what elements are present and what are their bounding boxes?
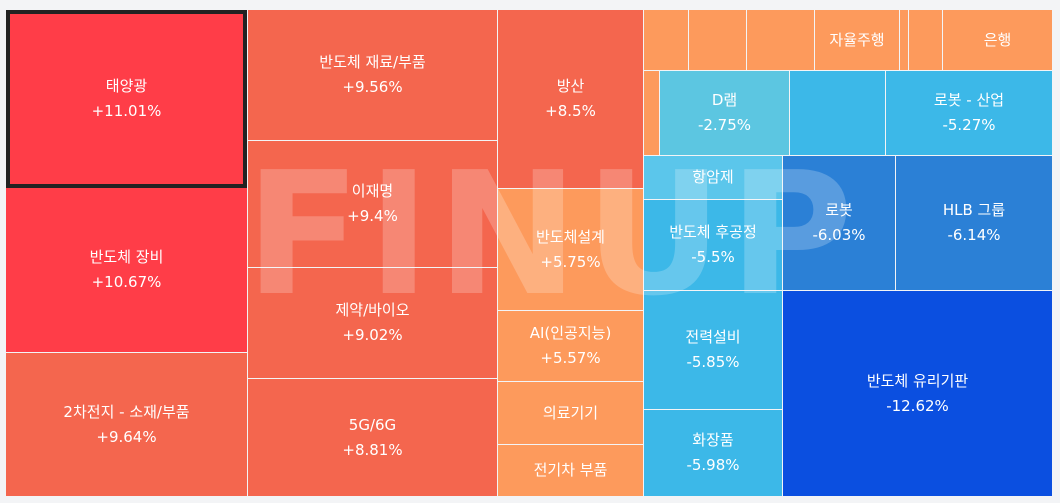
treemap-tile[interactable]: 이재명 +9.4% bbox=[248, 141, 497, 267]
tile-change: -6.03% bbox=[812, 226, 866, 244]
treemap-tile[interactable] bbox=[644, 10, 688, 70]
tile-change: +5.57% bbox=[540, 349, 601, 367]
tile-name: 의료기기 bbox=[542, 403, 599, 422]
treemap-tile[interactable]: 자율주행 bbox=[815, 10, 899, 70]
treemap-tile[interactable]: 로봇 -6.03% bbox=[783, 156, 895, 290]
tile-name: 태양광 bbox=[105, 77, 148, 95]
tile-name: 로봇 - 산업 bbox=[933, 91, 1005, 109]
tile-name: D램 bbox=[711, 91, 738, 109]
treemap-tile[interactable]: 태양광 +11.01% bbox=[6, 10, 247, 188]
tile-name: 이재명 bbox=[351, 182, 394, 200]
treemap-tile[interactable] bbox=[900, 10, 908, 70]
treemap-tile[interactable]: 방산 +8.5% bbox=[498, 10, 643, 188]
tile-name: 제약/바이오 bbox=[335, 301, 410, 319]
tile-name: AI(인공지능) bbox=[529, 324, 612, 342]
treemap-tile[interactable] bbox=[909, 10, 942, 70]
tile-name: 반도체 후공정 bbox=[669, 223, 757, 241]
tile-change: -5.27% bbox=[942, 116, 996, 134]
treemap-tile[interactable] bbox=[747, 10, 814, 70]
tile-name: 항암제 bbox=[692, 168, 734, 186]
treemap-tile[interactable]: 로봇 - 산업 -5.27% bbox=[886, 71, 1052, 155]
treemap-tile[interactable]: AI(인공지능) +5.57% bbox=[498, 311, 643, 381]
treemap-tile[interactable]: 의료기기 bbox=[498, 382, 643, 444]
tile-name: 화장품 bbox=[692, 431, 734, 449]
tile-name: 전기차 부품 bbox=[533, 461, 608, 479]
tile-name: HLB 그룹 bbox=[942, 201, 1006, 219]
treemap-tile[interactable]: 항암제 bbox=[644, 156, 782, 199]
tile-name: 전력설비 bbox=[685, 328, 741, 346]
treemap-tile[interactable]: 제약/바이오 +9.02% bbox=[248, 268, 497, 378]
treemap-tile[interactable]: 전력설비 -5.85% bbox=[644, 291, 782, 409]
tile-name: 반도체 유리기판 bbox=[866, 371, 969, 390]
treemap-tile[interactable]: 반도체 장비 +10.67% bbox=[6, 188, 247, 352]
tile-change: -6.14% bbox=[947, 226, 1001, 244]
tile-change: -12.62% bbox=[886, 396, 949, 415]
treemap-tile[interactable] bbox=[644, 71, 659, 155]
treemap-tile[interactable]: HLB 그룹 -6.14% bbox=[896, 156, 1052, 290]
tile-change: +9.56% bbox=[342, 78, 403, 96]
treemap-tile[interactable]: 전기차 부품 bbox=[498, 445, 643, 496]
treemap-tile[interactable]: 5G/6G +8.81% bbox=[248, 379, 497, 496]
tile-change: +10.67% bbox=[91, 273, 162, 291]
tile-change: -5.5% bbox=[691, 248, 735, 266]
treemap-tile[interactable]: 2차전지 - 소재/부품 +9.64% bbox=[6, 353, 247, 496]
treemap-tile[interactable]: 반도체 유리기판 -12.62% bbox=[783, 291, 1052, 496]
tile-name: 반도체 장비 bbox=[89, 248, 164, 266]
tile-name: 5G/6G bbox=[348, 415, 397, 434]
tile-change: +8.5% bbox=[545, 102, 596, 120]
tile-change: -5.98% bbox=[686, 456, 740, 474]
tile-change: -2.75% bbox=[697, 116, 752, 134]
tile-name: 반도체설계 bbox=[535, 227, 605, 246]
treemap-tile[interactable] bbox=[790, 71, 885, 155]
tile-change: +8.81% bbox=[342, 440, 403, 459]
tile-name: 자율주행 bbox=[829, 30, 885, 49]
tile-change: +9.02% bbox=[342, 326, 403, 344]
tile-change: +9.64% bbox=[96, 427, 157, 446]
tile-name: 반도체 재료/부품 bbox=[319, 53, 426, 71]
treemap-tile[interactable]: D램 -2.75% bbox=[660, 71, 789, 155]
treemap-tile[interactable] bbox=[689, 10, 746, 70]
tile-name: 2차전지 - 소재/부품 bbox=[63, 402, 190, 421]
treemap-tile[interactable]: 반도체 후공정 -5.5% bbox=[644, 200, 782, 290]
treemap-tile[interactable]: 은행 bbox=[943, 10, 1052, 70]
treemap-tile[interactable]: 반도체설계 +5.75% bbox=[498, 189, 643, 310]
tile-name: 방산 bbox=[556, 77, 585, 95]
tile-name: 은행 bbox=[983, 30, 1012, 49]
tile-change: +5.75% bbox=[540, 252, 601, 271]
tile-change: +9.4% bbox=[347, 207, 398, 225]
tile-name: 로봇 bbox=[825, 201, 853, 219]
treemap-tile[interactable]: 반도체 재료/부품 +9.56% bbox=[248, 10, 497, 140]
tile-change: -5.85% bbox=[686, 353, 740, 371]
tile-change: +11.01% bbox=[91, 102, 162, 120]
treemap-tile[interactable]: 화장품 -5.98% bbox=[644, 410, 782, 496]
